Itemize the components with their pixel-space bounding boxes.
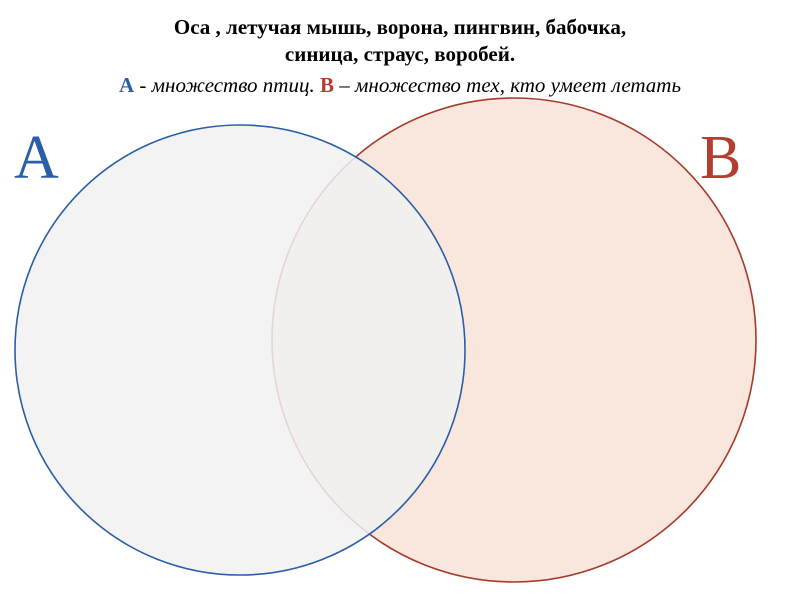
label-b: В [700, 123, 741, 194]
venn-svg [0, 0, 800, 600]
label-a: А [14, 123, 59, 194]
circle-a [15, 125, 465, 575]
